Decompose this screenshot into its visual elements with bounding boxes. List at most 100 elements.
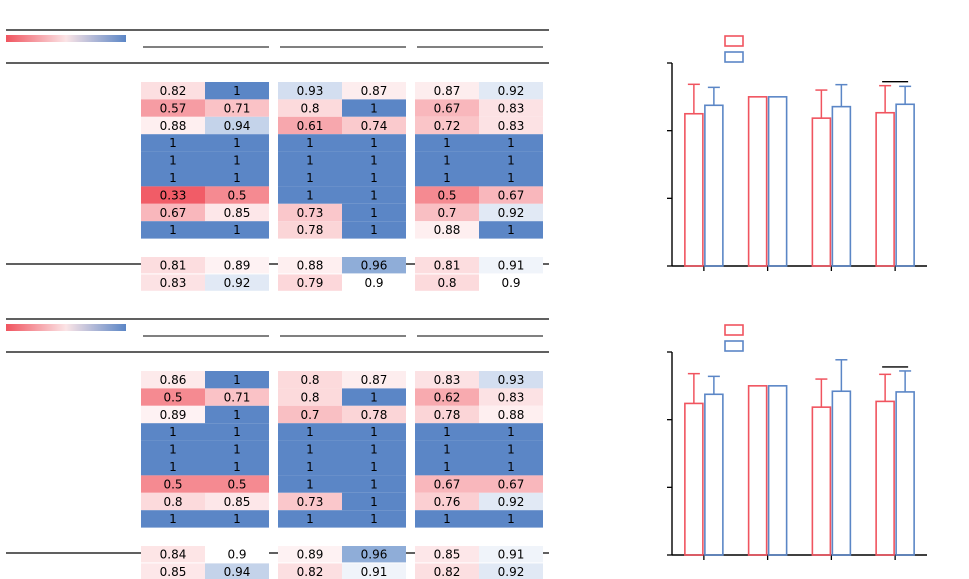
heat-cell-value: 0.9	[364, 276, 383, 290]
heat-cell	[342, 82, 406, 100]
heat-cell	[278, 440, 342, 458]
heat-cell	[141, 257, 205, 274]
heat-cell	[205, 440, 269, 458]
heat-cell	[342, 221, 406, 239]
bar-vr-33b	[747, 385, 768, 556]
heat-cell-value: 1	[306, 460, 314, 474]
heat-cell	[205, 151, 269, 169]
heat-cell	[205, 169, 269, 187]
heat-cell-value: 1	[507, 154, 515, 168]
heat-cell	[342, 274, 406, 291]
heat-cell	[278, 221, 342, 239]
bar-vr-33c	[811, 117, 832, 267]
color-scale-bar	[6, 324, 126, 331]
heat-cell	[205, 388, 269, 406]
heat-cell	[342, 151, 406, 169]
heat-cell-value: 0.87	[361, 373, 388, 387]
heat-cell	[479, 99, 543, 117]
heat-cell	[342, 388, 406, 406]
heat-cell-value: 0.72	[434, 119, 461, 133]
heat-cell-value: 0.67	[498, 188, 525, 202]
heat-cell	[342, 475, 406, 493]
heat-cell	[342, 423, 406, 441]
heat-cell-value: 1	[370, 443, 378, 457]
heat-cell	[342, 546, 406, 563]
heat-cell-value: 1	[507, 460, 515, 474]
heat-cell	[415, 151, 479, 169]
heat-cell-value: 0.57	[160, 101, 187, 115]
heat-cell-value: 1	[233, 171, 241, 185]
heat-cell-value: 1	[169, 154, 177, 168]
heat-cell-value: 0.8	[437, 276, 456, 290]
heat-cell	[415, 371, 479, 389]
heat-cell-value: 0.91	[498, 548, 525, 562]
heat-cell-value: 1	[443, 512, 451, 526]
heat-cell-value: 1	[169, 136, 177, 150]
heat-cell-value: 0.8	[300, 373, 319, 387]
heat-cell	[278, 563, 342, 579]
legend-swatch-cr	[724, 340, 744, 352]
heat-cell-value: 0.78	[361, 408, 388, 422]
heat-cell-value: 1	[507, 136, 515, 150]
heat-cell	[479, 82, 543, 100]
heat-cell-value: 1	[169, 223, 177, 237]
heat-cell	[278, 274, 342, 291]
heat-cell-value: 0.89	[224, 259, 251, 273]
heat-cell	[205, 116, 269, 135]
heat-cell	[479, 134, 543, 152]
heat-cell	[141, 563, 205, 579]
heat-cell	[278, 388, 342, 406]
heat-cell-value: 0.71	[224, 101, 251, 115]
heat-cell-value: 1	[233, 408, 241, 422]
heat-cell	[278, 203, 342, 222]
heat-cell-value: 1	[443, 136, 451, 150]
heat-cell-value: 0.73	[297, 495, 324, 509]
heat-cell	[205, 475, 269, 493]
heat-cell	[141, 546, 205, 563]
heat-cell-value: 1	[443, 171, 451, 185]
heat-cell-value: 0.87	[434, 84, 461, 98]
heat-cell-value: 1	[233, 373, 241, 387]
heat-cell-value: 0.82	[297, 565, 324, 579]
heat-cell	[278, 458, 342, 476]
heat-cell	[141, 82, 205, 100]
heat-cell-value: 1	[233, 425, 241, 439]
bar-vr-33c	[811, 406, 832, 556]
heat-cell-value: 1	[233, 223, 241, 237]
heat-cell-value: 0.5	[227, 188, 246, 202]
heat-cell-value: 0.83	[160, 276, 187, 290]
heat-cell	[479, 371, 543, 389]
heat-cell-value: 1	[370, 425, 378, 439]
heat-cell	[342, 563, 406, 579]
heat-cell	[141, 405, 205, 424]
heat-cell-value: 0.85	[160, 565, 187, 579]
heat-cell-value: 0.88	[297, 259, 324, 273]
bar-cr-33b	[767, 96, 788, 267]
heat-cell	[415, 134, 479, 152]
heat-cell-value: 0.83	[498, 101, 525, 115]
heat-cell	[141, 186, 205, 204]
heat-cell	[479, 257, 543, 274]
heat-cell-value: 1	[443, 460, 451, 474]
heat-cell	[415, 203, 479, 222]
heat-cell	[278, 151, 342, 169]
heat-cell-value: 1	[370, 512, 378, 526]
heat-cell	[141, 274, 205, 291]
heat-cell-value: 1	[370, 206, 378, 220]
heat-cell-value: 1	[507, 425, 515, 439]
heat-cell	[479, 151, 543, 169]
heat-cell	[415, 388, 479, 406]
heat-cell	[342, 458, 406, 476]
heat-cell	[479, 186, 543, 204]
heat-cell-value: 1	[306, 443, 314, 457]
heat-cell-value: 0.91	[361, 565, 388, 579]
heat-cell-value: 0.76	[434, 495, 461, 509]
heat-cell-value: 1	[370, 154, 378, 168]
heat-cell	[479, 563, 543, 579]
heat-cell	[205, 186, 269, 204]
heat-cell-value: 0.82	[434, 565, 461, 579]
heat-cell-value: 0.88	[160, 119, 187, 133]
heat-cell	[205, 82, 269, 100]
heat-cell	[205, 458, 269, 476]
heat-cell-value: 1	[370, 460, 378, 474]
